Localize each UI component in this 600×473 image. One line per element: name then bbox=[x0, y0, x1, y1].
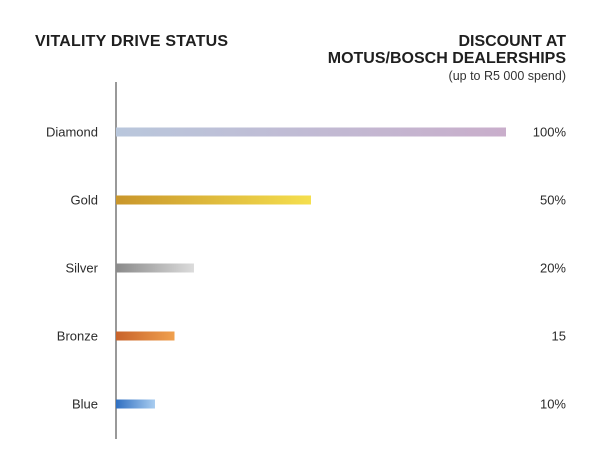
value-label-silver: 20% bbox=[540, 261, 566, 276]
value-label-blue: 10% bbox=[540, 397, 566, 412]
chart-subtitle: (up to R5 000 spend) bbox=[448, 69, 566, 83]
bar-silver bbox=[116, 263, 194, 273]
category-label-blue: Blue bbox=[72, 397, 98, 412]
category-label-silver: Silver bbox=[65, 261, 98, 276]
value-label-diamond: 100% bbox=[533, 125, 567, 140]
bar-bronze bbox=[116, 331, 175, 341]
chart-title-left: VITALITY DRIVE STATUS bbox=[35, 33, 229, 50]
category-label-gold: Gold bbox=[71, 193, 98, 208]
chart-title-right: DISCOUNT AT MOTUS/BOSCH DEALERSHIPS bbox=[328, 33, 566, 67]
value-label-bronze: 15 bbox=[552, 329, 566, 344]
right-title-line2: MOTUS/BOSCH DEALERSHIPS bbox=[327, 50, 566, 67]
value-label-gold: 50% bbox=[540, 193, 566, 208]
category-label-bronze: Bronze bbox=[57, 329, 98, 344]
bar-blue bbox=[116, 399, 155, 409]
category-label-diamond: Diamond bbox=[46, 125, 98, 140]
right-title-line1: DISCOUNT AT bbox=[458, 33, 566, 50]
bar-diamond bbox=[116, 127, 506, 137]
bar-gold bbox=[116, 195, 311, 205]
